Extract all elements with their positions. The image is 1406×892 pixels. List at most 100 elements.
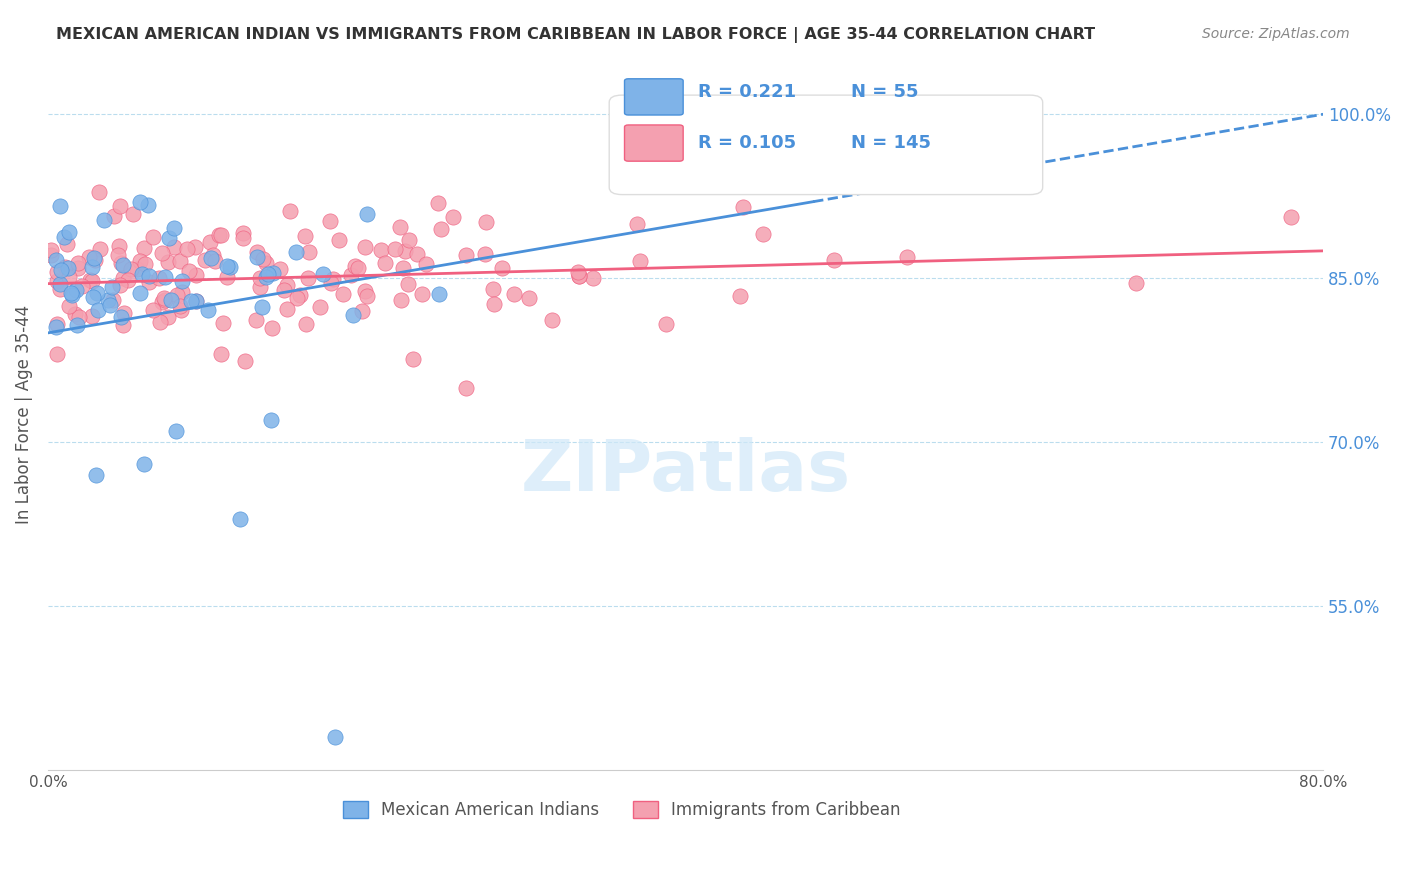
Point (294, 229, 316, 244)
Point (186, 293, 208, 308)
Point (896, 251, 918, 265)
Point (41, 243, 63, 257)
Point (122, 207, 145, 221)
Point (184, 239, 207, 253)
Point (87, 302, 110, 317)
Legend: Mexican American Indians, Immigrants from Caribbean: Mexican American Indians, Immigrants fro… (336, 794, 907, 826)
Point (332, 286, 354, 301)
Point (568, 269, 591, 284)
Point (41, 248, 63, 262)
Point (823, 252, 845, 267)
Point (110, 310, 132, 325)
Point (288, 288, 311, 302)
Point (108, 199, 131, 213)
Point (654, 318, 676, 332)
Point (80, 275, 103, 289)
Point (347, 261, 370, 276)
Text: R = 0.221: R = 0.221 (699, 83, 797, 101)
Point (396, 277, 419, 291)
Point (163, 240, 186, 254)
Point (278, 204, 301, 219)
Point (297, 271, 319, 285)
Point (111, 258, 134, 272)
Point (454, 248, 477, 262)
Text: R = 0.105: R = 0.105 (699, 134, 797, 152)
Point (52, 229, 75, 244)
Point (98, 298, 121, 312)
FancyBboxPatch shape (624, 125, 683, 161)
Point (232, 226, 254, 240)
Point (142, 230, 165, 244)
Point (254, 256, 277, 270)
Point (209, 347, 232, 361)
Point (131, 267, 153, 281)
Point (53, 260, 76, 274)
Point (276, 301, 298, 316)
Point (129, 253, 152, 268)
Point (46, 274, 69, 288)
Point (132, 457, 155, 471)
Point (117, 273, 139, 287)
Point (411, 286, 433, 301)
Point (249, 271, 271, 285)
Point (86, 285, 108, 300)
Point (148, 271, 170, 285)
Text: N = 55: N = 55 (852, 83, 920, 101)
Point (212, 317, 235, 331)
Point (217, 259, 239, 273)
Point (77, 250, 100, 264)
Point (626, 217, 648, 231)
Point (249, 279, 271, 293)
Point (309, 301, 332, 315)
Point (384, 242, 406, 256)
Point (374, 256, 396, 270)
Point (138, 275, 160, 289)
Point (318, 214, 340, 228)
Point (87, 186, 110, 200)
Point (356, 207, 378, 221)
Point (474, 215, 496, 229)
Point (482, 282, 505, 296)
Point (45, 320, 67, 334)
Point (83, 251, 105, 265)
Point (343, 259, 366, 273)
Point (541, 313, 564, 327)
Point (260, 413, 283, 427)
Point (250, 300, 273, 314)
Point (328, 233, 350, 247)
Point (157, 255, 180, 269)
Point (184, 293, 207, 308)
Point (246, 250, 269, 264)
Point (97, 293, 120, 307)
Point (84, 253, 107, 268)
Point (208, 227, 231, 242)
Point (354, 284, 377, 298)
Point (197, 302, 219, 317)
Point (72, 279, 94, 293)
Point (163, 221, 186, 235)
Point (66, 260, 89, 275)
Point (200, 235, 222, 249)
Point (245, 313, 267, 327)
Point (132, 242, 155, 256)
Point (170, 285, 193, 299)
Point (204, 253, 226, 268)
Point (60, 286, 83, 301)
Point (93, 212, 115, 227)
Point (219, 260, 242, 275)
Point (46, 265, 69, 279)
Point (84, 467, 107, 482)
Point (482, 296, 505, 310)
Point (108, 278, 131, 293)
Point (402, 351, 425, 366)
Point (567, 265, 589, 279)
Point (49, 263, 72, 277)
Point (426, 195, 449, 210)
Point (65, 318, 87, 333)
Point (260, 321, 283, 335)
Point (217, 269, 239, 284)
Point (49, 199, 72, 213)
Point (65, 284, 87, 298)
Point (157, 231, 180, 245)
Point (733, 200, 755, 214)
